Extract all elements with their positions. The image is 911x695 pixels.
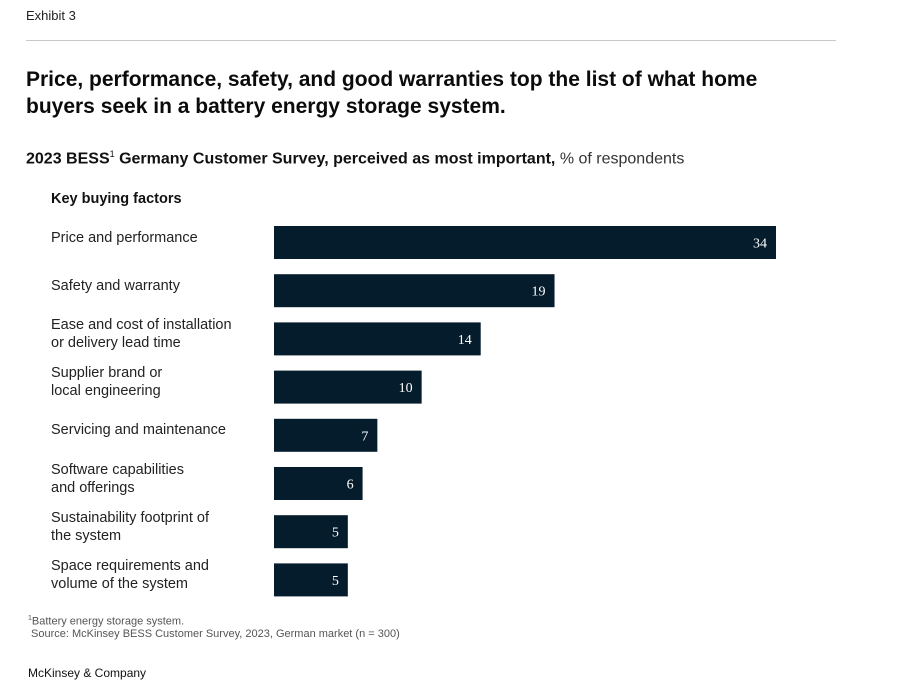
bar-3 (274, 322, 481, 356)
category-label-2: Safety and warranty (51, 277, 266, 295)
category-label-line: Servicing and maintenance (51, 422, 226, 439)
category-label-line: or delivery lead time (51, 334, 181, 351)
footnote: 1Battery energy storage system. (28, 615, 184, 628)
chart-headline: Price, performance, safety, and good war… (26, 68, 758, 118)
category-label-line: Space requirements and (51, 557, 209, 574)
category-label-7: Sustainability footprint of the system (51, 509, 266, 545)
category-label-3: Ease and cost of installation or delivery… (51, 316, 266, 352)
bar-2 (274, 274, 555, 308)
category-label-line: the system (51, 527, 122, 544)
category-label-4: Supplier brand or local engineering (51, 364, 266, 400)
bar-value-label-5: 7 (361, 429, 368, 444)
subtitle-bold-suffix: Germany Customer Survey, perceived as mo… (114, 150, 556, 168)
category-label-line: Ease and cost of installation (51, 316, 232, 333)
bar-value-label-2: 19 (532, 285, 546, 300)
category-label-1: Price and performance (51, 229, 266, 247)
bar-1 (274, 226, 776, 259)
bar-value-label-6: 6 (347, 478, 354, 493)
category-label-6: Software capabilities and offerings (51, 461, 266, 497)
bar-8 (274, 563, 348, 597)
bar-value-label-4: 10 (399, 381, 413, 396)
category-label-line: Supplier brand or (51, 365, 163, 382)
subtitle-footnote-marker: 1 (109, 149, 115, 159)
bar-value-label-8: 5 (332, 574, 339, 589)
footnote-text: Battery energy storage system. (31, 615, 185, 628)
chart-subtitle: 2023 BESS1 Germany Customer Survey, perc… (26, 149, 684, 168)
bar-7 (274, 515, 348, 549)
subtitle-bold-prefix: 2023 BESS (26, 150, 110, 168)
bar-4 (274, 370, 422, 404)
column-header: Key buying factors (51, 191, 182, 207)
category-label-5: Servicing and maintenance (51, 421, 266, 439)
divider (26, 40, 836, 41)
subtitle-unit: % of respondents (555, 150, 685, 168)
category-label-line: Sustainability footprint of (51, 509, 209, 526)
exhibit-label: Exhibit 3 (26, 8, 76, 23)
brand-logo-text: McKinsey & Company (28, 666, 147, 680)
bar-6 (274, 467, 363, 500)
category-label-line: Price and performance (51, 229, 198, 246)
source-note: Source: McKinsey BESS Customer Survey, 2… (31, 628, 400, 640)
category-label-line: and offerings (51, 479, 135, 496)
category-label-line: Safety and warranty (51, 277, 180, 294)
footnote-marker: 1 (28, 615, 32, 622)
category-label-line: Software capabilities (51, 461, 184, 478)
category-label-8: Space requirements and volume of the syst… (51, 557, 266, 593)
bar-value-label-7: 5 (332, 526, 339, 541)
bar-value-label-3: 14 (458, 333, 472, 348)
bar-5 (274, 418, 378, 452)
bar-value-label-1: 34 (753, 237, 767, 252)
category-label-line: volume of the system (51, 575, 188, 592)
category-label-line: local engineering (51, 383, 161, 400)
